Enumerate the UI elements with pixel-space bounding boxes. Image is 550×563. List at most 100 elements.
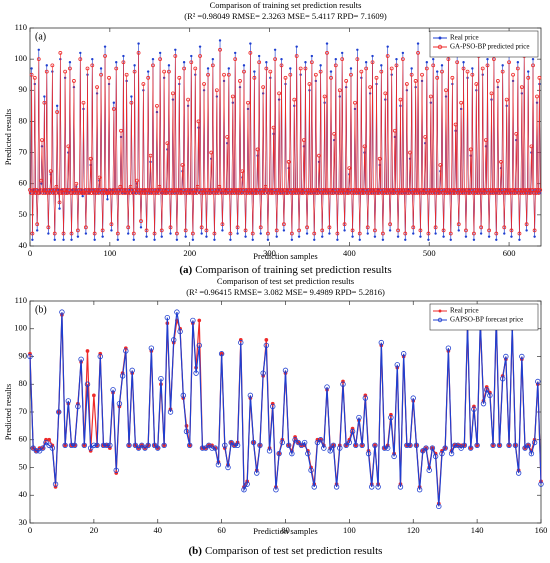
marker [342, 222, 347, 227]
marker [194, 191, 199, 195]
marker [408, 150, 412, 155]
marker [504, 97, 509, 102]
marker [76, 228, 80, 233]
y-tick-label: 110 [15, 22, 27, 32]
marker [324, 191, 329, 195]
marker [49, 188, 54, 192]
marker [364, 66, 369, 71]
marker [175, 238, 179, 241]
marker [68, 191, 73, 195]
marker [471, 406, 477, 412]
marker [43, 439, 49, 446]
marker [491, 57, 496, 62]
marker [36, 448, 43, 454]
marker [79, 51, 82, 55]
marker [381, 238, 385, 241]
marker [288, 72, 293, 77]
marker [230, 94, 235, 99]
marker [332, 131, 337, 136]
marker [205, 235, 208, 238]
marker [377, 156, 382, 161]
marker [317, 437, 324, 443]
marker [41, 188, 46, 192]
marker [213, 238, 216, 241]
marker [365, 191, 369, 195]
marker [45, 191, 50, 195]
marker [58, 51, 63, 55]
marker [155, 445, 161, 451]
marker [69, 231, 74, 236]
marker [88, 156, 93, 161]
marker [263, 342, 270, 349]
marker [229, 238, 232, 241]
marker [108, 191, 113, 195]
marker [310, 54, 314, 58]
marker [327, 225, 332, 230]
marker [495, 188, 499, 192]
marker [368, 85, 373, 90]
marker [110, 387, 116, 393]
marker [425, 191, 430, 195]
marker [436, 70, 439, 73]
marker [66, 144, 71, 149]
marker [33, 448, 40, 454]
marker [538, 188, 543, 192]
marker [292, 97, 297, 102]
marker [525, 442, 531, 448]
marker [364, 61, 368, 64]
marker [148, 345, 155, 351]
marker [395, 57, 398, 61]
marker [227, 191, 232, 195]
marker [426, 467, 432, 473]
marker [410, 67, 413, 70]
marker [464, 188, 469, 192]
marker [40, 445, 46, 451]
marker [443, 191, 448, 195]
caption-label: (b) [189, 545, 203, 557]
marker [314, 439, 321, 446]
marker [321, 235, 324, 238]
marker [319, 191, 324, 195]
marker [423, 445, 429, 451]
marker [266, 231, 270, 236]
marker [510, 235, 513, 238]
marker [90, 63, 95, 68]
marker [266, 238, 270, 241]
marker [449, 238, 452, 241]
marker [353, 442, 359, 448]
marker [388, 229, 392, 232]
marker [305, 232, 309, 235]
marker [278, 191, 283, 195]
marker [161, 442, 167, 448]
marker [506, 191, 511, 195]
caption-text: Comparison of test set prediction result… [205, 545, 383, 557]
marker [476, 191, 480, 195]
marker [321, 445, 327, 451]
marker [397, 484, 404, 490]
marker [458, 445, 464, 451]
marker [313, 238, 316, 241]
marker [84, 191, 89, 195]
marker [254, 470, 260, 476]
marker [202, 82, 206, 86]
marker [142, 445, 148, 451]
marker [304, 191, 309, 195]
marker [534, 191, 539, 195]
marker [434, 232, 437, 235]
marker [75, 191, 80, 195]
marker [282, 222, 286, 227]
marker [106, 198, 109, 201]
marker [136, 51, 141, 55]
marker [359, 442, 365, 448]
marker [87, 445, 94, 451]
marker [333, 484, 340, 490]
marker [437, 317, 443, 323]
marker [39, 178, 44, 183]
marker [349, 191, 354, 195]
marker [193, 370, 199, 376]
marker [410, 191, 415, 195]
marker [517, 231, 522, 236]
marker [484, 387, 490, 393]
marker [531, 63, 535, 68]
marker [519, 85, 524, 90]
